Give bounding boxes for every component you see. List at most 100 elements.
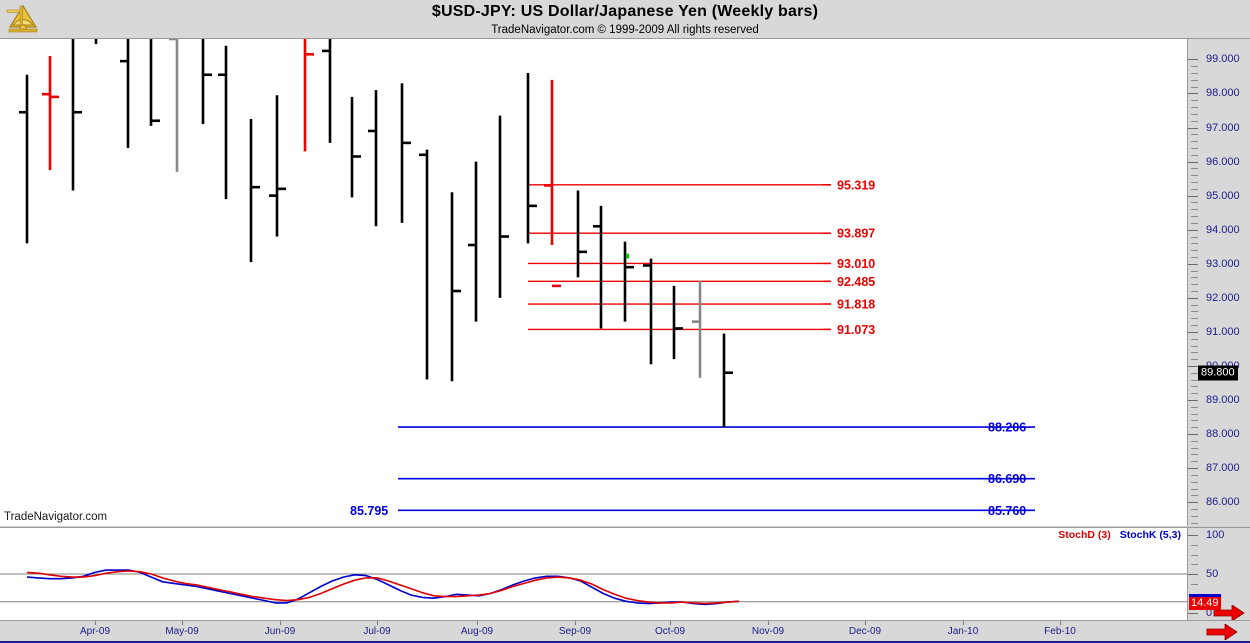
resistance-label-1: 93.897 [837, 227, 875, 241]
indicator-axis-tick [1188, 574, 1198, 575]
price-axis-minor-tick [1191, 188, 1198, 190]
date-axis-label-8: Dec-09 [848, 626, 882, 637]
price-axis-minor-tick [1191, 182, 1198, 184]
date-axis-tick [377, 621, 378, 625]
indicator-axis-minor-tick [1191, 554, 1198, 556]
indicator-scroll-arrow-icon[interactable] [1212, 605, 1246, 621]
price-axis-minor-tick [1191, 522, 1198, 524]
date-axis-label-5: Sep-09 [558, 626, 592, 637]
price-axis-label-8: 91.000 [1206, 325, 1240, 338]
date-axis-tick [95, 621, 96, 625]
date-axis-label-3: Jul-09 [363, 626, 391, 637]
price-axis-minor-tick [1191, 393, 1198, 395]
price-axis-minor-tick [1191, 481, 1198, 483]
stochastic-pane[interactable]: StochD (3) StochK (5,3) [0, 527, 1188, 620]
price-axis-minor-tick [1191, 202, 1198, 204]
support-label-1: 86.690 [988, 472, 1026, 486]
price-axis-minor-tick [1191, 66, 1198, 68]
stochastic-axis[interactable]: 100 50 0 14.49 [1188, 527, 1250, 621]
date-axis-tick [670, 621, 671, 625]
price-chart-pane[interactable]: 95.319 93.897 93.010 92.485 91.818 91.073 88.2… [0, 38, 1188, 526]
price-axis-minor-tick [1191, 311, 1198, 313]
price-axis-minor-tick [1191, 372, 1198, 374]
price-axis-minor-tick [1191, 420, 1198, 422]
price-axis-label-5: 94.000 [1206, 223, 1240, 236]
price-axis-label-11: 88.000 [1206, 428, 1240, 441]
price-axis-minor-tick [1191, 236, 1198, 238]
ohlc-bar-6 [169, 39, 179, 172]
price-axis-minor-tick [1191, 386, 1198, 388]
price-axis-minor-tick [1191, 359, 1198, 361]
price-axis-label-0: 99.000 [1206, 53, 1240, 66]
watermark-label: TradeNavigator.com [4, 511, 108, 523]
price-axis-label-10: 89.000 [1206, 393, 1240, 406]
ohlc-bar-1 [42, 56, 59, 171]
date-axis-label-1: May-09 [165, 626, 199, 637]
price-axis-tick [1188, 365, 1198, 367]
date-axis-tick [182, 621, 183, 625]
resistance-label-3: 92.485 [837, 275, 875, 289]
price-axis-minor-tick [1191, 495, 1198, 497]
price-axis[interactable]: 99.000 98.000 97.000 96.000 95.000 94.000 93.0… [1188, 38, 1250, 526]
price-axis-minor-tick [1191, 345, 1198, 347]
price-axis-minor-tick [1191, 107, 1198, 109]
resistance-label-5: 91.073 [837, 323, 875, 337]
price-axis-minor-tick [1191, 73, 1198, 75]
date-axis-label-6: Oct-09 [654, 626, 686, 637]
ohlc-bar-26 [672, 285, 683, 360]
indicator-axis-tick [1188, 535, 1198, 536]
ohlc-bar-4 [120, 39, 130, 148]
ohlc-bar-19 [498, 115, 509, 298]
price-axis-minor-tick [1191, 488, 1198, 490]
price-axis-tick [1188, 263, 1198, 265]
price-axis-tick [1188, 127, 1198, 129]
price-axis-minor-tick [1191, 86, 1198, 88]
price-axis-tick [1188, 331, 1198, 333]
ohlc-bar-5 [149, 39, 160, 126]
scroll-forward-arrow-icon[interactable] [1205, 624, 1239, 640]
stochastic-legend: StochD (3) StochK (5,3) [1058, 529, 1181, 541]
date-axis-tick [280, 621, 281, 625]
price-axis-label-2: 97.000 [1206, 121, 1240, 134]
indicator-axis-minor-tick [1191, 564, 1198, 566]
indicator-series-0 [26, 569, 739, 606]
price-axis-minor-tick [1191, 141, 1198, 143]
ohlc-bar-20 [526, 73, 537, 244]
price-axis-minor-tick [1191, 250, 1198, 252]
price-axis-minor-tick [1191, 216, 1198, 218]
price-axis-minor-tick [1191, 318, 1198, 320]
resistance-label-0: 95.319 [837, 178, 875, 192]
price-axis-minor-tick [1191, 154, 1198, 156]
copyright-subtitle: TradeNavigator.com © 1999-2009 All right… [491, 24, 759, 36]
date-axis[interactable]: Apr-09 May-09 Jun-09 Jul-09 Aug-09 Sep-09 Oct-… [0, 620, 1250, 643]
ohlc-bar-22 [576, 190, 587, 278]
price-axis-minor-tick [1191, 379, 1198, 381]
legend-stoch-d: StochD (3) [1058, 529, 1111, 541]
price-axis-minor-tick [1191, 304, 1198, 306]
price-axis-minor-tick [1191, 291, 1198, 292]
date-axis-label-0: Apr-09 [79, 626, 111, 637]
current-price-marker: 89.800 [1198, 365, 1238, 381]
date-axis-tick [477, 621, 478, 625]
date-axis-label-7: Nov-09 [751, 626, 785, 637]
resistance-label-2: 93.010 [837, 257, 875, 271]
support-left-label: 85.795 [350, 504, 388, 518]
ohlc-bar-16 [419, 149, 429, 380]
date-axis-tick [575, 621, 576, 625]
price-axis-minor-tick [1191, 440, 1198, 442]
price-axis-label-1: 98.000 [1206, 87, 1240, 100]
ohlc-bar-25 [643, 258, 653, 365]
price-axis-minor-tick [1191, 474, 1198, 476]
indicator-axis-minor-tick [1191, 583, 1198, 585]
indicator-axis-label-0: 100 [1206, 529, 1225, 541]
ohlc-bar-0 [19, 74, 29, 244]
ohlc-bar-10 [269, 95, 286, 237]
price-axis-minor-tick [1191, 134, 1198, 136]
price-axis-minor-tick [1191, 508, 1198, 510]
price-axis-minor-tick [1191, 100, 1198, 102]
price-axis-tick [1188, 195, 1198, 197]
ohlc-bar-17 [450, 192, 461, 382]
ohlc-bar-27 [692, 280, 702, 378]
date-axis-tick [1060, 621, 1061, 625]
